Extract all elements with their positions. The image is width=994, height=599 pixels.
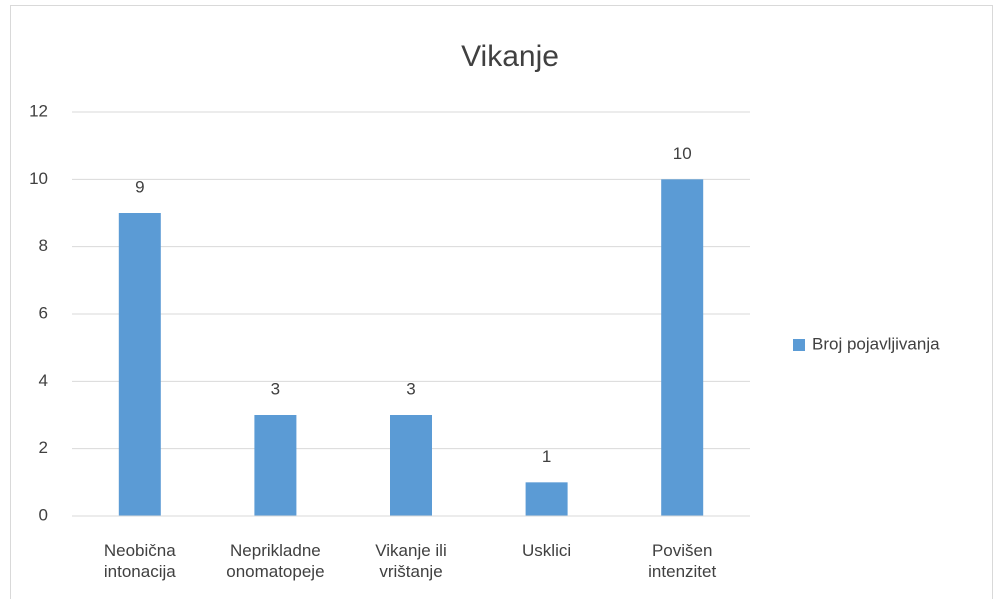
data-label: 3 [406, 379, 415, 398]
y-tick-label: 12 [29, 101, 48, 120]
chart-title: Vikanje [461, 40, 559, 73]
bar [254, 415, 297, 516]
y-tick-label: 10 [29, 169, 48, 188]
data-label: 9 [135, 177, 144, 196]
y-tick-label: 0 [39, 505, 48, 524]
x-tick-label: Povišen intenzitet [648, 541, 717, 581]
legend-label: Broj pojavljivanja [812, 334, 940, 353]
y-tick-label: 4 [39, 371, 48, 390]
y-tick-label: 2 [39, 438, 48, 457]
x-tick-label: Usklici [522, 541, 572, 560]
x-tick-label: Neobična intonacija [103, 541, 176, 581]
bar [390, 415, 432, 516]
bar [661, 179, 704, 517]
x-tick-label: Vikanje ili vrištanje [375, 541, 447, 581]
legend-swatch [793, 339, 805, 351]
data-label: 3 [271, 379, 280, 398]
data-label: 1 [542, 447, 551, 466]
bar [525, 482, 568, 516]
bar [118, 213, 161, 516]
data-label: 10 [673, 144, 692, 163]
x-tick-label: Neprikladne onomatopeje [226, 541, 325, 581]
chart-frame [10, 5, 993, 599]
y-tick-label: 6 [39, 303, 48, 322]
y-tick-label: 8 [39, 236, 48, 255]
